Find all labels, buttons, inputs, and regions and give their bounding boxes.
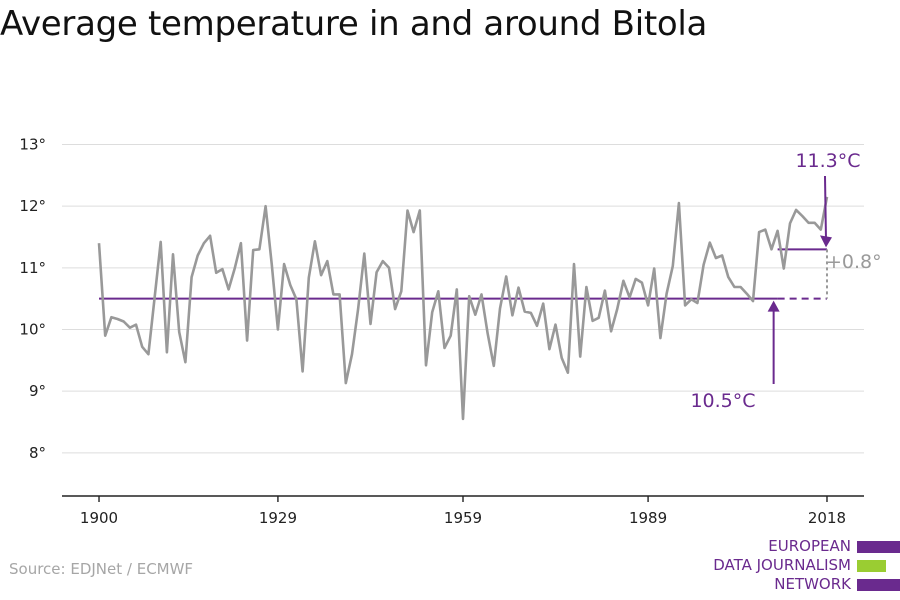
recent-average-label: 11.3°C <box>795 150 860 172</box>
logo-bar-green <box>857 560 886 572</box>
x-tick-label-1959: 1959 <box>444 509 482 527</box>
x-tick-label-1900: 1900 <box>80 509 118 527</box>
y-tick-label-10: 10° <box>19 321 46 339</box>
series-line-group <box>97 196 829 421</box>
gridlines <box>62 144 864 454</box>
recent-arrow-shaft <box>823 175 827 240</box>
baseline-arrow-head <box>767 300 780 312</box>
logo-bar-purple-bottom <box>857 579 900 591</box>
y-tick-label-12: 12° <box>19 197 46 215</box>
edjnet-logo: EUROPEAN DATA JOURNALISM NETWORK <box>700 538 900 598</box>
x-axis-ticks: 1900 1929 1959 1989 2018 <box>80 496 846 527</box>
y-axis-ticks: 8° 9° 10° 11° 12° 13° <box>19 136 46 462</box>
chart-title: Average temperature in and around Bitola <box>0 4 708 44</box>
logo-line-3: NETWORK <box>774 575 851 593</box>
x-tick-label-1929: 1929 <box>259 509 297 527</box>
logo-line-1: EUROPEAN <box>768 537 851 555</box>
source-note: Source: EDJNet / ECMWF <box>9 560 194 578</box>
y-tick-label-8: 8° <box>29 444 46 462</box>
temperature-series-line <box>97 196 829 421</box>
recent-arrow-head <box>819 235 832 248</box>
y-tick-label-11: 11° <box>19 259 46 277</box>
y-tick-label-13: 13° <box>19 136 46 154</box>
x-tick-label-2018: 2018 <box>808 509 846 527</box>
logo-line-2: DATA JOURNALISM <box>713 556 851 574</box>
x-tick-label-1989: 1989 <box>629 509 667 527</box>
logo-bar-purple-top <box>857 541 900 553</box>
difference-label: +0.8° <box>826 251 882 273</box>
y-tick-label-9: 9° <box>29 382 46 400</box>
baseline-average-label: 10.5°C <box>690 390 755 412</box>
annotations: 11.3°C 10.5°C +0.8° <box>690 150 881 412</box>
